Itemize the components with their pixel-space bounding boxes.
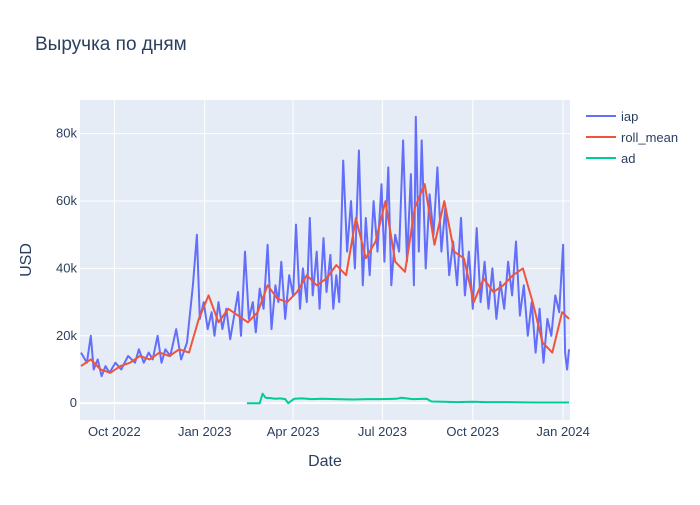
- y-tick-label: 60k: [56, 193, 77, 208]
- y-axis-label: USD: [18, 243, 35, 277]
- series-line-roll-mean: [80, 183, 570, 374]
- legend-label-iap: iap: [621, 109, 638, 124]
- x-axis-label: Date: [308, 453, 342, 470]
- chart-title: Выручка по дням: [35, 34, 187, 55]
- legend-label-ad: ad: [621, 151, 635, 166]
- y-tick-label: 80k: [56, 126, 77, 141]
- x-tick-label: Apr 2023: [267, 424, 320, 439]
- legend-label-roll-mean: roll_mean: [621, 130, 678, 145]
- x-tick-label: Oct 2023: [446, 424, 499, 439]
- x-tick-label: Oct 2022: [88, 424, 141, 439]
- x-axis-ticks: Oct 2022 Jan 2023 Apr 2023 Jul 2023 Oct 2023…: [88, 424, 590, 439]
- y-axis-ticks: 0 20k 40k 60k 80k: [56, 126, 77, 410]
- x-tick-label: Jan 2023: [178, 424, 232, 439]
- y-tick-label: 20k: [56, 328, 77, 343]
- x-tick-label: Jul 2023: [358, 424, 407, 439]
- series-line-iap: [80, 115, 570, 378]
- series-lines: [80, 115, 570, 405]
- series-line-ad: [246, 392, 569, 405]
- x-tick-label: Jan 2024: [536, 424, 590, 439]
- y-tick-label: 0: [70, 395, 77, 410]
- y-tick-label: 40k: [56, 260, 77, 275]
